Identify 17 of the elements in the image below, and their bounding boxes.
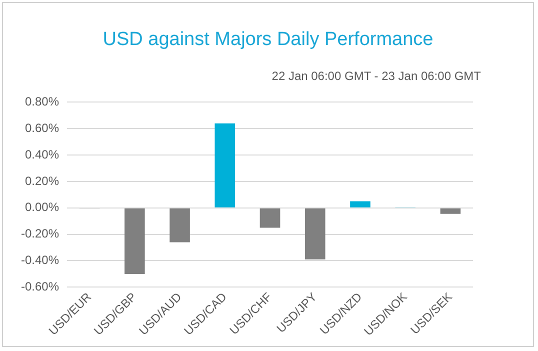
bar xyxy=(124,208,145,274)
bar xyxy=(260,208,280,228)
chart-title: USD against Majors Daily Performance xyxy=(102,29,434,51)
y-tick-label: -0.40% xyxy=(20,253,60,268)
bar xyxy=(304,208,326,260)
chart-subtitle: 22 Jan 06:00 GMT - 23 Jan 06:00 GMT xyxy=(272,69,481,83)
bar xyxy=(214,123,236,208)
bar xyxy=(170,208,190,242)
y-tick-label: 0.20% xyxy=(24,174,60,188)
bar xyxy=(440,208,461,214)
y-tick-label: 0.00% xyxy=(24,200,60,214)
y-tick-label: 0.60% xyxy=(24,120,60,135)
y-tick-label: 0.40% xyxy=(24,147,60,162)
y-tick-label: 0.80% xyxy=(24,94,60,109)
y-tick-label: -0.60% xyxy=(20,279,60,294)
bar xyxy=(350,201,370,208)
y-tick-label: -0.20% xyxy=(20,226,60,241)
